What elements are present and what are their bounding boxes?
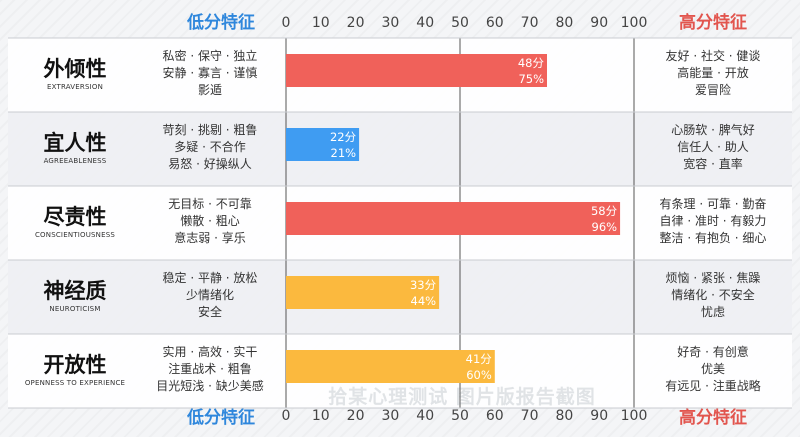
low-trait-line: 注重战术 · 粗鲁 (168, 362, 252, 376)
low-trait-line: 影遁 (197, 83, 222, 97)
x-tick-label-bottom: 80 (555, 408, 573, 424)
x-tick-label-top: 90 (590, 15, 608, 31)
x-tick-label-top: 40 (416, 15, 434, 31)
low-score-traits: 苛刻 · 挑剔 · 粗鲁 多疑 · 不合作 易怒 · 好操纵人 (140, 122, 280, 173)
x-tick-label-bottom: 100 (621, 408, 648, 424)
x-tick-label-top: 100 (621, 15, 648, 31)
bar (286, 202, 621, 235)
x-tick-label-bottom: 10 (312, 408, 330, 424)
x-tick-label-top: 0 (282, 15, 291, 31)
trait-english-name: EXTRAVERSION (46, 83, 104, 91)
bar-percentile-label: 96% (592, 220, 618, 234)
bar-score-label: 58分 (591, 204, 618, 218)
x-tick-label-top: 50 (451, 15, 469, 31)
low-trait-line: 稳定 · 平静 · 放松 (162, 271, 258, 285)
bar (286, 54, 547, 87)
high-trait-line: 整洁 · 有抱负 · 细心 (659, 231, 767, 245)
trait-name: 开放性 (43, 353, 107, 377)
x-tick-label-bottom: 50 (451, 408, 469, 424)
bar-percentile-label: 44% (411, 294, 437, 308)
high-score-traits: 心肠软 · 脾气好 信任人 · 助人 宽容 · 直率 (638, 122, 788, 173)
bar-score-label: 41分 (466, 352, 493, 366)
high-trait-line: 情绪化 · 不安全 (671, 288, 755, 302)
bar-score-label: 48分 (518, 56, 545, 70)
high-trait-line: 有远见 · 注重战略 (665, 379, 761, 393)
bar-score-label: 22分 (330, 130, 357, 144)
bar (286, 128, 360, 161)
low-trait-line: 目光短浅 · 缺少美感 (156, 379, 264, 393)
high-trait-line: 爱冒险 (694, 83, 731, 97)
trait-english-name: CONSCIENTIOUSNESS (34, 231, 116, 239)
low-trait-line: 无目标 · 不可靠 (168, 197, 252, 211)
high-score-traits: 有条理 · 可靠 · 勤奋 自律 · 准时 · 有毅力 整洁 · 有抱负 · 细心 (638, 196, 788, 247)
x-tick-label-bottom: 30 (381, 408, 399, 424)
trait-name: 宜人性 (43, 131, 107, 155)
high-trait-line: 烦恼 · 紧张 · 焦躁 (665, 271, 761, 285)
high-trait-line: 宽容 · 直率 (683, 157, 743, 171)
high-score-header-top: 高分特征 (679, 13, 747, 33)
high-score-traits: 烦恼 · 紧张 · 焦躁 情绪化 · 不安全 忧虑 (638, 270, 788, 321)
x-tick-label-bottom: 90 (590, 408, 608, 424)
low-trait-line: 安静 · 寡言 · 谨慎 (162, 66, 258, 80)
bar (286, 276, 440, 309)
high-score-traits: 好奇 · 有创意 优美有远见 · 注重战略 (638, 344, 788, 395)
row-background (8, 112, 792, 186)
high-trait-line: 高能量 · 开放 (677, 66, 749, 80)
low-trait-line: 私密 · 保守 · 独立 (162, 49, 258, 63)
low-score-traits: 实用 · 高效 · 实干 注重战术 · 粗鲁 目光短浅 · 缺少美感 (140, 344, 280, 395)
high-trait-line: 心肠软 · 脾气好 (671, 123, 755, 137)
high-trait-line: 友好 · 社交 · 健谈 (665, 49, 761, 63)
low-trait-line: 意志弱 · 享乐 (174, 231, 246, 245)
low-trait-line: 实用 · 高效 · 实干 (162, 345, 258, 359)
bar-percentile-label: 21% (331, 146, 357, 160)
x-tick-label-bottom: 60 (486, 408, 504, 424)
trait-name: 外倾性 (43, 57, 107, 81)
low-trait-line: 易怒 · 好操纵人 (168, 157, 252, 171)
watermark: 拾某心理测试 图片版报告截图 (328, 386, 596, 408)
low-score-traits: 稳定 · 平静 · 放松 少情绪化安全 (140, 270, 280, 321)
high-trait-line: 优美 (700, 362, 725, 376)
bar-percentile-label: 75% (518, 72, 544, 86)
low-score-traits: 无目标 · 不可靠 懒散 · 粗心 意志弱 · 享乐 (140, 196, 280, 247)
x-tick-label-top: 70 (521, 15, 539, 31)
low-trait-line: 少情绪化 (185, 288, 234, 302)
high-trait-line: 信任人 · 助人 (677, 140, 749, 154)
x-tick-label-top: 20 (347, 15, 365, 31)
low-trait-line: 苛刻 · 挑剔 · 粗鲁 (162, 123, 258, 137)
high-trait-line: 自律 · 准时 · 有毅力 (659, 214, 767, 228)
low-score-header-top: 低分特征 (187, 13, 255, 33)
trait-english-name: AGREEABLENESS (43, 157, 107, 165)
x-tick-label-top: 60 (486, 15, 504, 31)
x-tick-label-top: 30 (381, 15, 399, 31)
high-score-header-bottom: 高分特征 (679, 408, 747, 428)
bar (286, 350, 495, 383)
trait-english-name: NEUROTICISM (49, 305, 101, 313)
low-trait-line: 安全 (197, 305, 222, 319)
high-trait-line: 有条理 · 可靠 · 勤奋 (659, 197, 767, 211)
x-tick-label-bottom: 70 (521, 408, 539, 424)
x-tick-label-bottom: 20 (347, 408, 365, 424)
high-trait-line: 好奇 · 有创意 (677, 345, 749, 359)
low-score-header-bottom: 低分特征 (187, 408, 255, 428)
x-tick-label-top: 10 (312, 15, 330, 31)
low-score-traits: 私密 · 保守 · 独立 安静 · 寡言 · 谨慎 影遁 (140, 48, 280, 99)
high-score-traits: 友好 · 社交 · 健谈 高能量 · 开放 爱冒险 (638, 48, 788, 99)
trait-english-name: OPENNESS TO EXPERIENCE (24, 379, 126, 387)
high-trait-line: 忧虑 (700, 305, 725, 319)
bar-score-label: 33分 (410, 278, 437, 292)
low-trait-line: 多疑 · 不合作 (174, 140, 246, 154)
x-tick-label-top: 80 (555, 15, 573, 31)
trait-name: 尽责性 (43, 205, 107, 229)
x-tick-label-bottom: 40 (416, 408, 434, 424)
x-tick-label-bottom: 0 (282, 408, 291, 424)
trait-name: 神经质 (43, 279, 107, 303)
bar-percentile-label: 60% (466, 368, 492, 382)
low-trait-line: 懒散 · 粗心 (180, 214, 240, 228)
